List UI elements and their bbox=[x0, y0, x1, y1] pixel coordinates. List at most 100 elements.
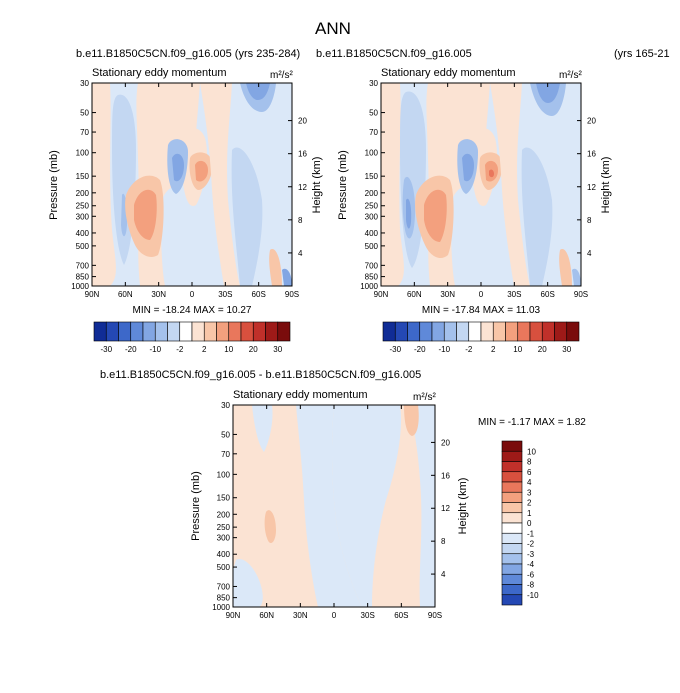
panel-2-case-years: (yrs 165-21 bbox=[614, 48, 670, 60]
colorbar-label: 2 bbox=[491, 345, 496, 354]
y-right-tick-label: 8 bbox=[298, 216, 303, 225]
panel-1-contour-pos-a bbox=[92, 83, 116, 286]
y-tick-label: 250 bbox=[365, 202, 379, 211]
colorbar-bin bbox=[419, 321, 433, 342]
y-tick-label: 100 bbox=[76, 149, 90, 158]
colorbar-bin bbox=[431, 321, 445, 342]
panel-1-contour-neg-e bbox=[232, 83, 292, 286]
colorbar-bin bbox=[554, 321, 568, 342]
y-right-tick-label: 4 bbox=[441, 570, 446, 579]
y-tick-label: 50 bbox=[80, 109, 89, 118]
y-tick-label: 400 bbox=[76, 229, 90, 238]
y-tick-label: 700 bbox=[76, 261, 90, 270]
x-tick-label: 60S bbox=[541, 290, 555, 299]
y-right-tick-label: 20 bbox=[441, 438, 450, 447]
panel-3-axes: 90N 60N 30N 0 30S 60S 90S 30 50 70 100 150 200 250 300… bbox=[212, 401, 450, 620]
y-tick-label: 100 bbox=[217, 470, 231, 479]
colorbar-label: 20 bbox=[249, 345, 258, 354]
colorbar-bin bbox=[501, 481, 523, 493]
colorbar-label: 8 bbox=[527, 458, 532, 467]
y-tick-label: 200 bbox=[217, 510, 231, 519]
y-right-tick-label: 8 bbox=[587, 216, 592, 225]
y-tick-label: 300 bbox=[76, 212, 90, 221]
colorbar-label: 30 bbox=[562, 345, 571, 354]
y-tick-label: 850 bbox=[76, 273, 90, 282]
colorbar-bin bbox=[203, 321, 217, 342]
y-tick-label: 200 bbox=[76, 189, 90, 198]
panel-2-contour-pos-i bbox=[490, 83, 530, 286]
panel-2-contour-neg-c bbox=[406, 198, 412, 229]
y-tick-label: 400 bbox=[217, 550, 231, 559]
x-tick-label: 60S bbox=[394, 611, 408, 620]
colorbar-label: -20 bbox=[414, 345, 426, 354]
panel-1-unit-label: m²/s² bbox=[270, 70, 293, 81]
colorbar-bin bbox=[216, 321, 230, 342]
panel-2-case-title: b.e11.B1850C5CN.f09_g16.005 bbox=[316, 48, 472, 60]
panel-2-field bbox=[381, 83, 581, 286]
colorbar-bin bbox=[154, 321, 168, 342]
y-tick-label: 300 bbox=[365, 212, 379, 221]
colorbar-bin bbox=[501, 584, 523, 596]
y-tick-label: 50 bbox=[369, 109, 378, 118]
x-tick-label: 0 bbox=[190, 290, 195, 299]
colorbar-label: -6 bbox=[527, 570, 535, 579]
colorbar-bin bbox=[167, 321, 181, 342]
colorbar-label: -30 bbox=[389, 345, 401, 354]
panel-1-case-title: b.e11.B1850C5CN.f09_g16.005 (yrs 235-284… bbox=[76, 48, 300, 60]
x-tick-label: 30S bbox=[361, 611, 375, 620]
y-right-tick-label: 16 bbox=[587, 150, 596, 159]
colorbar-label: -4 bbox=[527, 560, 535, 569]
panel-2-contour-pos-j bbox=[559, 249, 572, 286]
y-tick-label: 70 bbox=[80, 128, 89, 137]
colorbar-label: -2 bbox=[465, 345, 473, 354]
y-tick-label: 250 bbox=[76, 202, 90, 211]
colorbar-bin bbox=[179, 321, 193, 342]
colorbar-label: -8 bbox=[527, 581, 535, 590]
y-tick-label: 700 bbox=[365, 261, 379, 270]
y-tick-label: 500 bbox=[217, 563, 231, 572]
x-tick-label: 90S bbox=[574, 290, 588, 299]
y-tick-label: 150 bbox=[365, 172, 379, 181]
colorbar-label: -30 bbox=[100, 345, 112, 354]
colorbar-label: 1 bbox=[527, 509, 532, 518]
panel-3-contour-neg-e bbox=[410, 405, 435, 607]
x-tick-label: 0 bbox=[479, 290, 484, 299]
y-tick-label: 30 bbox=[80, 79, 89, 88]
panel-1-contour-pos-g bbox=[195, 160, 208, 182]
colorbar-bin bbox=[252, 321, 266, 342]
colorbar-bin bbox=[501, 563, 523, 575]
panel-1-contour-neg-g bbox=[246, 83, 270, 100]
panel-1-stats: MIN = -18.24 MAX = 10.27 bbox=[133, 305, 252, 316]
panel-3-ylabel: Pressure (mb) bbox=[190, 471, 202, 541]
panel-3: b.e11.B1850C5CN.f09_g16.005 - b.e11.B185… bbox=[100, 369, 586, 620]
panel-1-subtitle: Stationary eddy momentum bbox=[92, 67, 227, 79]
panel-3-contour-neg-c bbox=[296, 405, 362, 607]
colorbar-bin bbox=[265, 321, 279, 342]
colorbar-bin bbox=[501, 532, 523, 544]
colorbar-bin bbox=[501, 502, 523, 514]
colorbar-bin bbox=[501, 553, 523, 565]
panel-1-contour-neg-d bbox=[172, 153, 184, 182]
panel-2-unit-label: m²/s² bbox=[559, 70, 582, 81]
panel-2-contour-neg-f bbox=[522, 83, 581, 286]
x-tick-label: 90N bbox=[85, 290, 100, 299]
colorbar-bin bbox=[394, 321, 408, 342]
y-tick-label: 700 bbox=[217, 582, 231, 591]
colorbar-label: -20 bbox=[125, 345, 137, 354]
x-tick-label: 90N bbox=[226, 611, 241, 620]
colorbar-bin bbox=[501, 512, 523, 524]
y-tick-label: 1000 bbox=[360, 282, 378, 291]
panel-3-unit-label: m²/s² bbox=[413, 392, 436, 403]
x-tick-label: 30S bbox=[218, 290, 232, 299]
colorbar-label: -2 bbox=[527, 540, 535, 549]
panel-1-contour-pos-i bbox=[269, 249, 282, 286]
y-right-tick-label: 8 bbox=[441, 537, 446, 546]
colorbar-label: 30 bbox=[273, 345, 282, 354]
colorbar-bin bbox=[382, 321, 396, 342]
panel-2-ylabel-right: Height (km) bbox=[600, 157, 612, 214]
colorbar-label: 0 bbox=[527, 519, 532, 528]
panel-1-ylabel: Pressure (mb) bbox=[48, 150, 60, 220]
colorbar-bin bbox=[130, 321, 144, 342]
y-tick-label: 70 bbox=[221, 450, 230, 459]
